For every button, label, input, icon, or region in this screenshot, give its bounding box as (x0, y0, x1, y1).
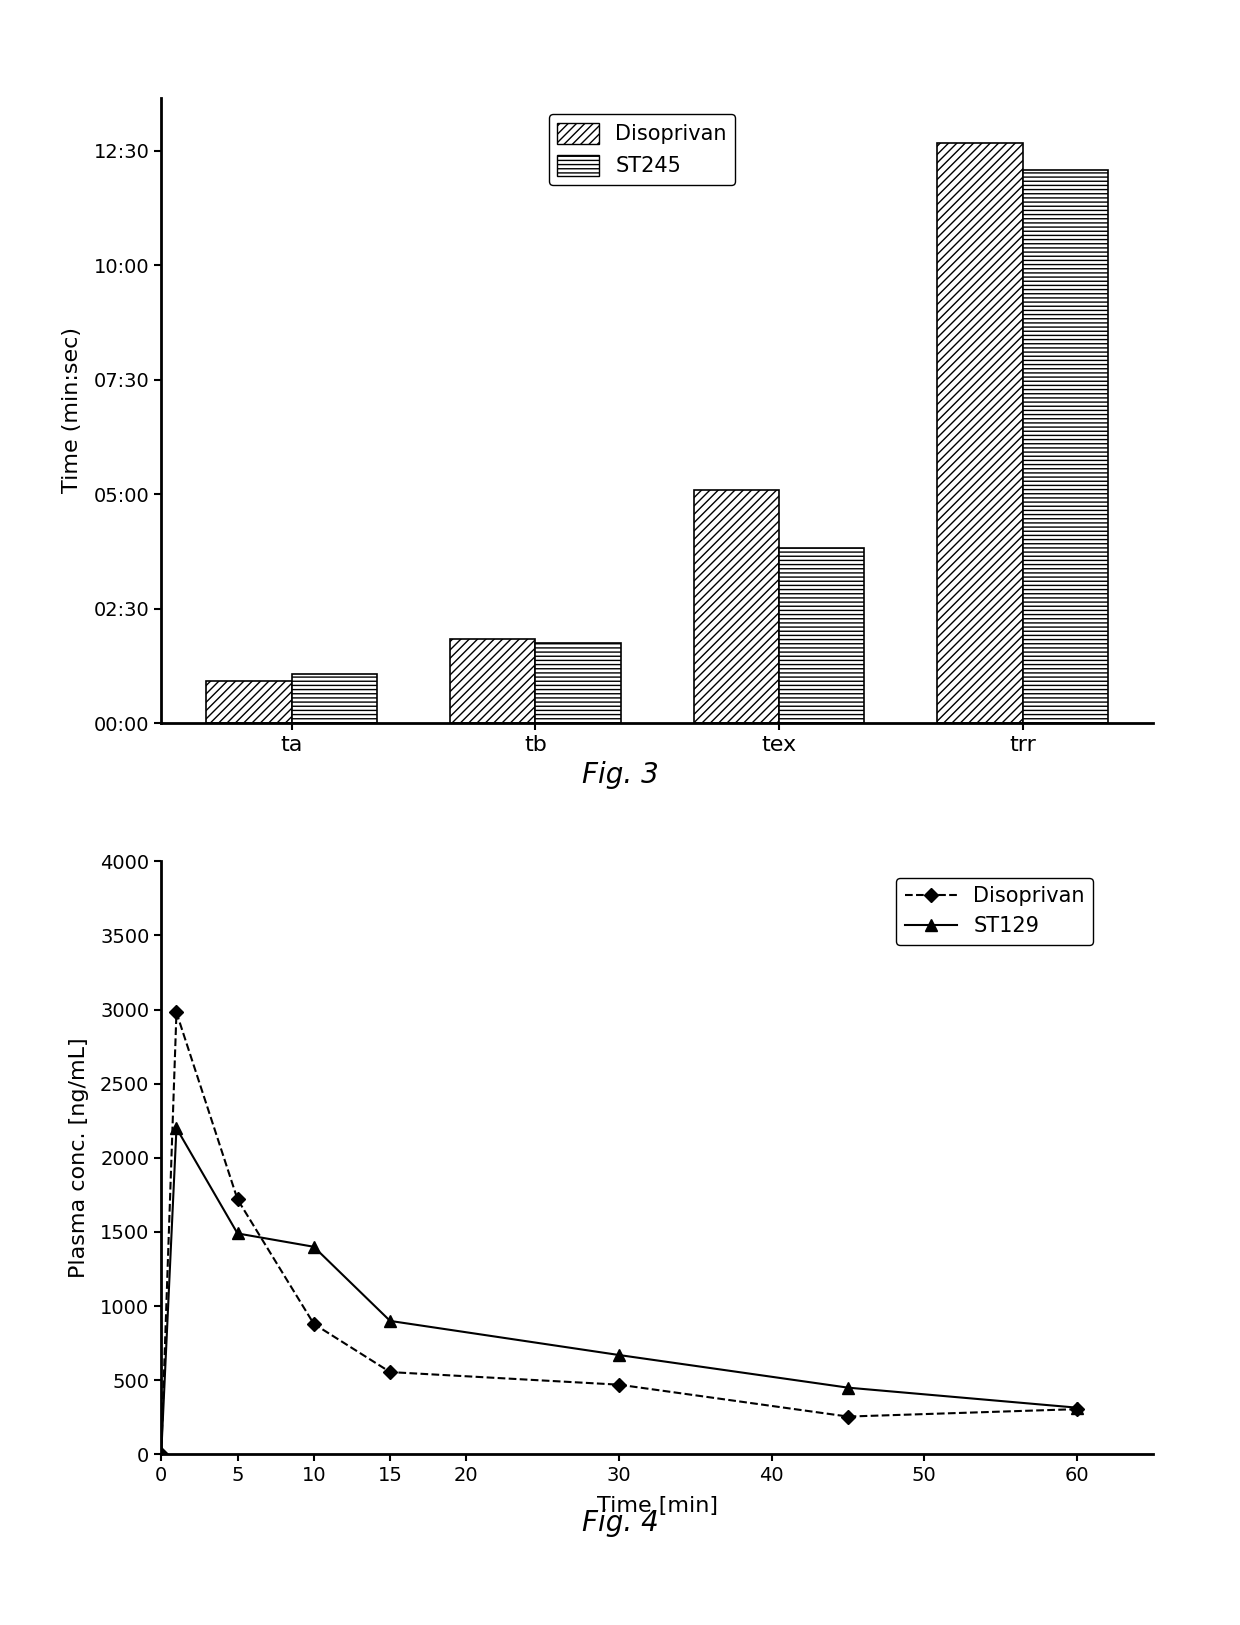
Y-axis label: Time (min:sec): Time (min:sec) (62, 327, 82, 494)
Bar (291, 673, 377, 723)
Bar (450, 639, 536, 723)
Disoprivan (1069, 1399, 1084, 1419)
Disoprivan (611, 1375, 626, 1394)
ST129 (306, 1237, 321, 1256)
Text: Fig. 3: Fig. 3 (582, 760, 658, 790)
Disoprivan (841, 1407, 856, 1427)
ST129 (841, 1378, 856, 1398)
Disoprivan (383, 1362, 398, 1381)
Y-axis label: Plasma conc. [ng/mL]: Plasma conc. [ng/mL] (69, 1037, 89, 1279)
Bar (779, 548, 864, 723)
Legend: Disoprivan, ST245: Disoprivan, ST245 (548, 114, 735, 185)
Disoprivan (306, 1315, 321, 1334)
Bar (206, 681, 291, 723)
ST129 (169, 1118, 184, 1138)
ST129 (231, 1224, 246, 1243)
Disoprivan (169, 1003, 184, 1022)
Bar (693, 491, 779, 723)
Disoprivan (154, 1445, 169, 1464)
Line: ST129: ST129 (156, 1123, 1083, 1459)
ST129 (383, 1311, 398, 1331)
Text: Fig. 4: Fig. 4 (582, 1508, 658, 1537)
Disoprivan (231, 1190, 246, 1209)
Bar (937, 143, 1023, 723)
ST129 (154, 1445, 169, 1464)
ST129 (1069, 1398, 1084, 1417)
Bar (1023, 171, 1109, 723)
Line: Disoprivan: Disoprivan (156, 1008, 1081, 1459)
Bar (536, 644, 621, 723)
ST129 (611, 1346, 626, 1365)
X-axis label: Time [min]: Time [min] (596, 1497, 718, 1516)
Legend: Disoprivan, ST129: Disoprivan, ST129 (897, 878, 1094, 944)
